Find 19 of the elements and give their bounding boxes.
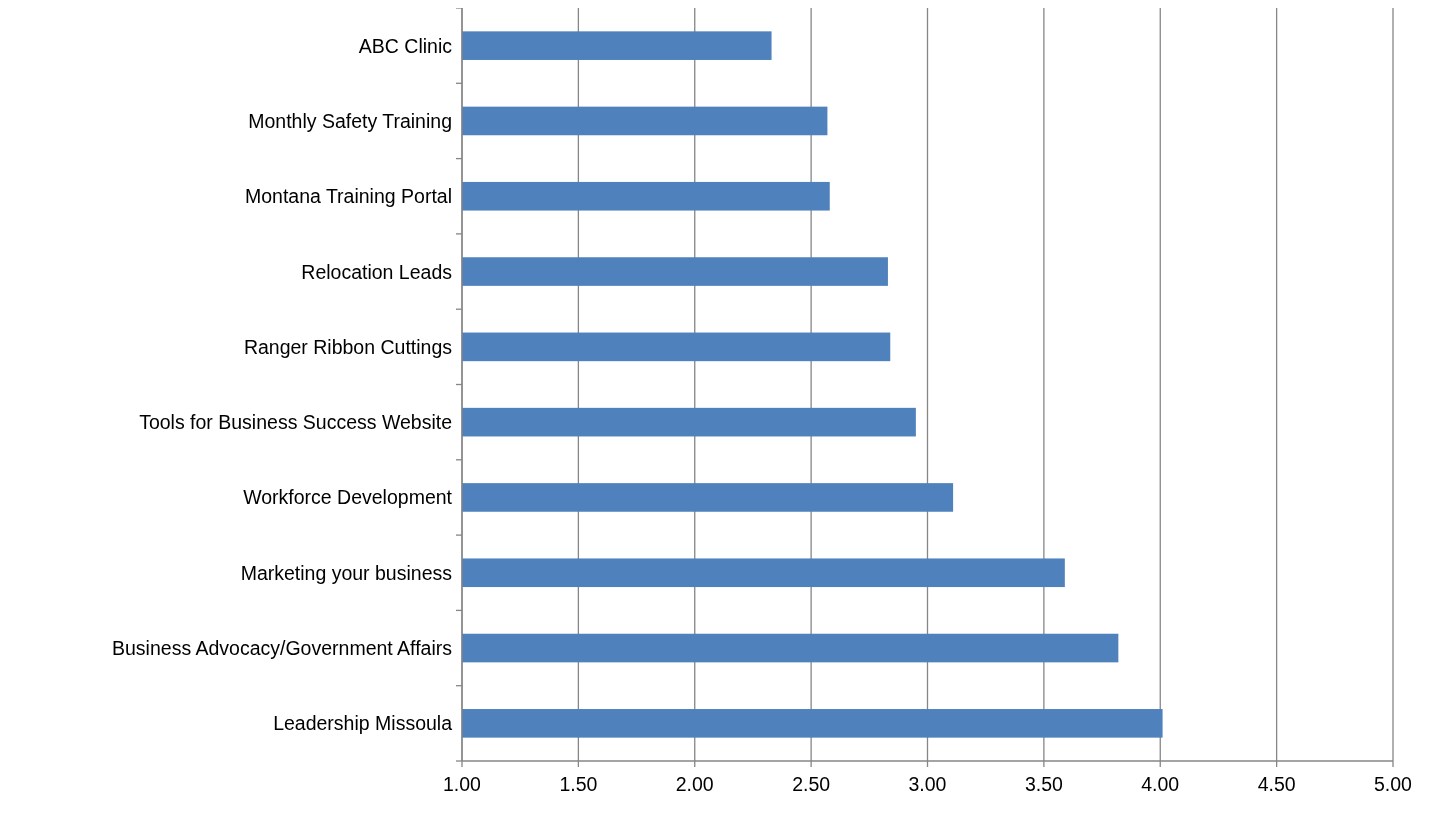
y-tick-label: Ranger Ribbon Cuttings xyxy=(243,335,453,358)
x-tick-label: 1.00 xyxy=(443,773,482,795)
x-tick-label: 2.00 xyxy=(675,773,714,795)
x-tick-label: 2.50 xyxy=(792,773,831,795)
y-tick-label: Workforce Development xyxy=(243,486,453,509)
x-tick-label: 3.50 xyxy=(1024,773,1064,795)
y-tick-label: Tools for Business Success Website xyxy=(139,411,452,434)
y-tick-label: Monthly Safety Training xyxy=(248,109,452,132)
x-tick-label: 4.50 xyxy=(1257,773,1296,795)
y-tick-label: ABC Clinic xyxy=(358,34,453,57)
x-tick-label: 3.00 xyxy=(908,773,947,795)
x-tick-label: 4.00 xyxy=(1141,773,1180,795)
y-tick-label: Relocation Leads xyxy=(301,260,453,283)
x-tick-label: 5.00 xyxy=(1374,773,1413,795)
x-tick-label: 1.50 xyxy=(559,773,598,795)
y-tick-label: Business Advocacy/Government Affairs xyxy=(112,637,453,660)
y-tick-label: Montana Training Portal xyxy=(244,185,452,208)
y-tick-label: Marketing your business xyxy=(240,561,453,584)
y-tick-label: Leadership Missoula xyxy=(273,712,453,735)
